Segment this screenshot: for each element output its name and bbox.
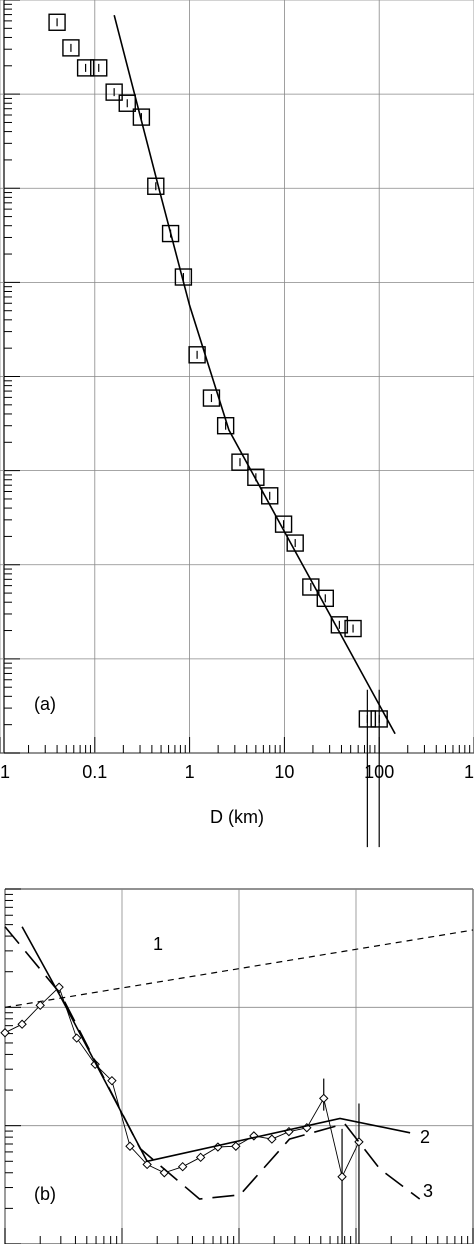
data-point: [247, 468, 265, 486]
x-tick-label: 01: [0, 762, 10, 782]
data-point: [319, 1093, 329, 1104]
annotation: 1: [153, 934, 163, 954]
data-point: [0, 1028, 10, 1038]
annotation: 2: [420, 1127, 430, 1147]
data-point: [90, 59, 108, 77]
x-tick-label: 10: [464, 762, 474, 782]
data-point: [118, 94, 136, 112]
x-tick-label: 0.1: [82, 762, 107, 782]
data-point: [358, 710, 377, 728]
data-point: [62, 39, 80, 57]
x-tick-label: 1: [185, 762, 195, 782]
data-point: [249, 1131, 259, 1141]
data-point: [125, 1141, 135, 1151]
data-point: [90, 1059, 100, 1070]
data-point: [177, 1161, 188, 1172]
data-point: [76, 59, 95, 77]
data-point: [161, 224, 180, 243]
data-point: [274, 515, 293, 533]
series-line: [4, 986, 360, 1179]
data-point: [195, 1152, 206, 1163]
data-point: [267, 1134, 277, 1144]
data-point: [132, 108, 151, 126]
data-point: [337, 1172, 347, 1182]
data-point: [48, 13, 66, 31]
data-point: [231, 453, 249, 471]
annotation: 3: [423, 1181, 433, 1201]
annotation: (b): [34, 1184, 56, 1204]
data-point: [231, 1141, 241, 1151]
data-point: [174, 268, 193, 286]
data-point: [105, 83, 123, 101]
data-point: [344, 619, 362, 638]
series-line: [21, 926, 411, 1163]
data-point: [71, 1033, 82, 1043]
data-point: [17, 1019, 27, 1029]
x-axis-label: D (km): [210, 807, 264, 827]
x-tick-label: 10: [274, 762, 294, 782]
data-point: [142, 1159, 152, 1170]
data-point: [107, 1075, 117, 1086]
series-line: [4, 926, 421, 1200]
series-line: [4, 929, 474, 1008]
annotation: (a): [34, 694, 56, 714]
data-point: [35, 1000, 45, 1011]
series-line: [113, 15, 396, 735]
